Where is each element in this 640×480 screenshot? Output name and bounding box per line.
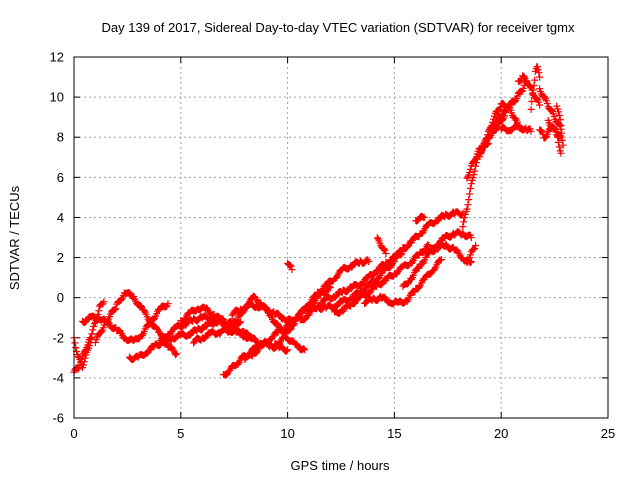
data-track-34 — [553, 102, 567, 149]
y-tick-label: 6 — [57, 170, 64, 185]
data-points — [70, 63, 567, 379]
x-tick-label: 5 — [177, 426, 184, 441]
data-track-3 — [91, 289, 180, 359]
data-track-12 — [271, 256, 373, 348]
y-tick-label: 2 — [57, 250, 64, 265]
y-tick-label: -6 — [52, 411, 64, 426]
x-tick-label: 25 — [601, 426, 615, 441]
x-axis-title: GPS time / hours — [291, 458, 390, 473]
data-track-27 — [489, 77, 531, 130]
data-track-15 — [305, 257, 398, 315]
x-tick-label: 0 — [70, 426, 77, 441]
data-track-33 — [544, 116, 565, 141]
data-track-13 — [284, 259, 296, 274]
y-tick-label: 0 — [57, 290, 64, 305]
data-track-31 — [536, 85, 565, 133]
plot-frame — [73, 56, 609, 419]
data-track-28 — [497, 121, 535, 135]
y-tick-label: 10 — [50, 90, 64, 105]
data-track-17 — [361, 256, 445, 308]
y-tick-label: 12 — [50, 50, 64, 65]
y-tick-label: 4 — [57, 210, 64, 225]
x-tick-label: 15 — [387, 426, 401, 441]
y-tick-label: -2 — [52, 330, 64, 345]
y-axis-title: SDTVAR / TECUs — [7, 185, 22, 290]
y-tick-label: -4 — [52, 370, 64, 385]
data-track-21 — [412, 212, 428, 225]
data-track-19 — [390, 208, 467, 263]
data-track-30 — [527, 63, 544, 113]
x-tick-labels: 0 5 10 15 20 25 — [70, 426, 615, 441]
x-tick-label: 10 — [280, 426, 294, 441]
x-tick-label: 20 — [494, 426, 508, 441]
chart-title: Day 139 of 2017, Sidereal Day-to-day VTE… — [102, 20, 575, 35]
data-track-23 — [463, 242, 480, 267]
data-track-16 — [331, 241, 433, 317]
data-track-18 — [373, 234, 390, 257]
y-tick-label: 8 — [57, 130, 64, 145]
y-tick-labels: -6 -4 -2 0 2 4 6 8 10 12 — [50, 50, 64, 426]
